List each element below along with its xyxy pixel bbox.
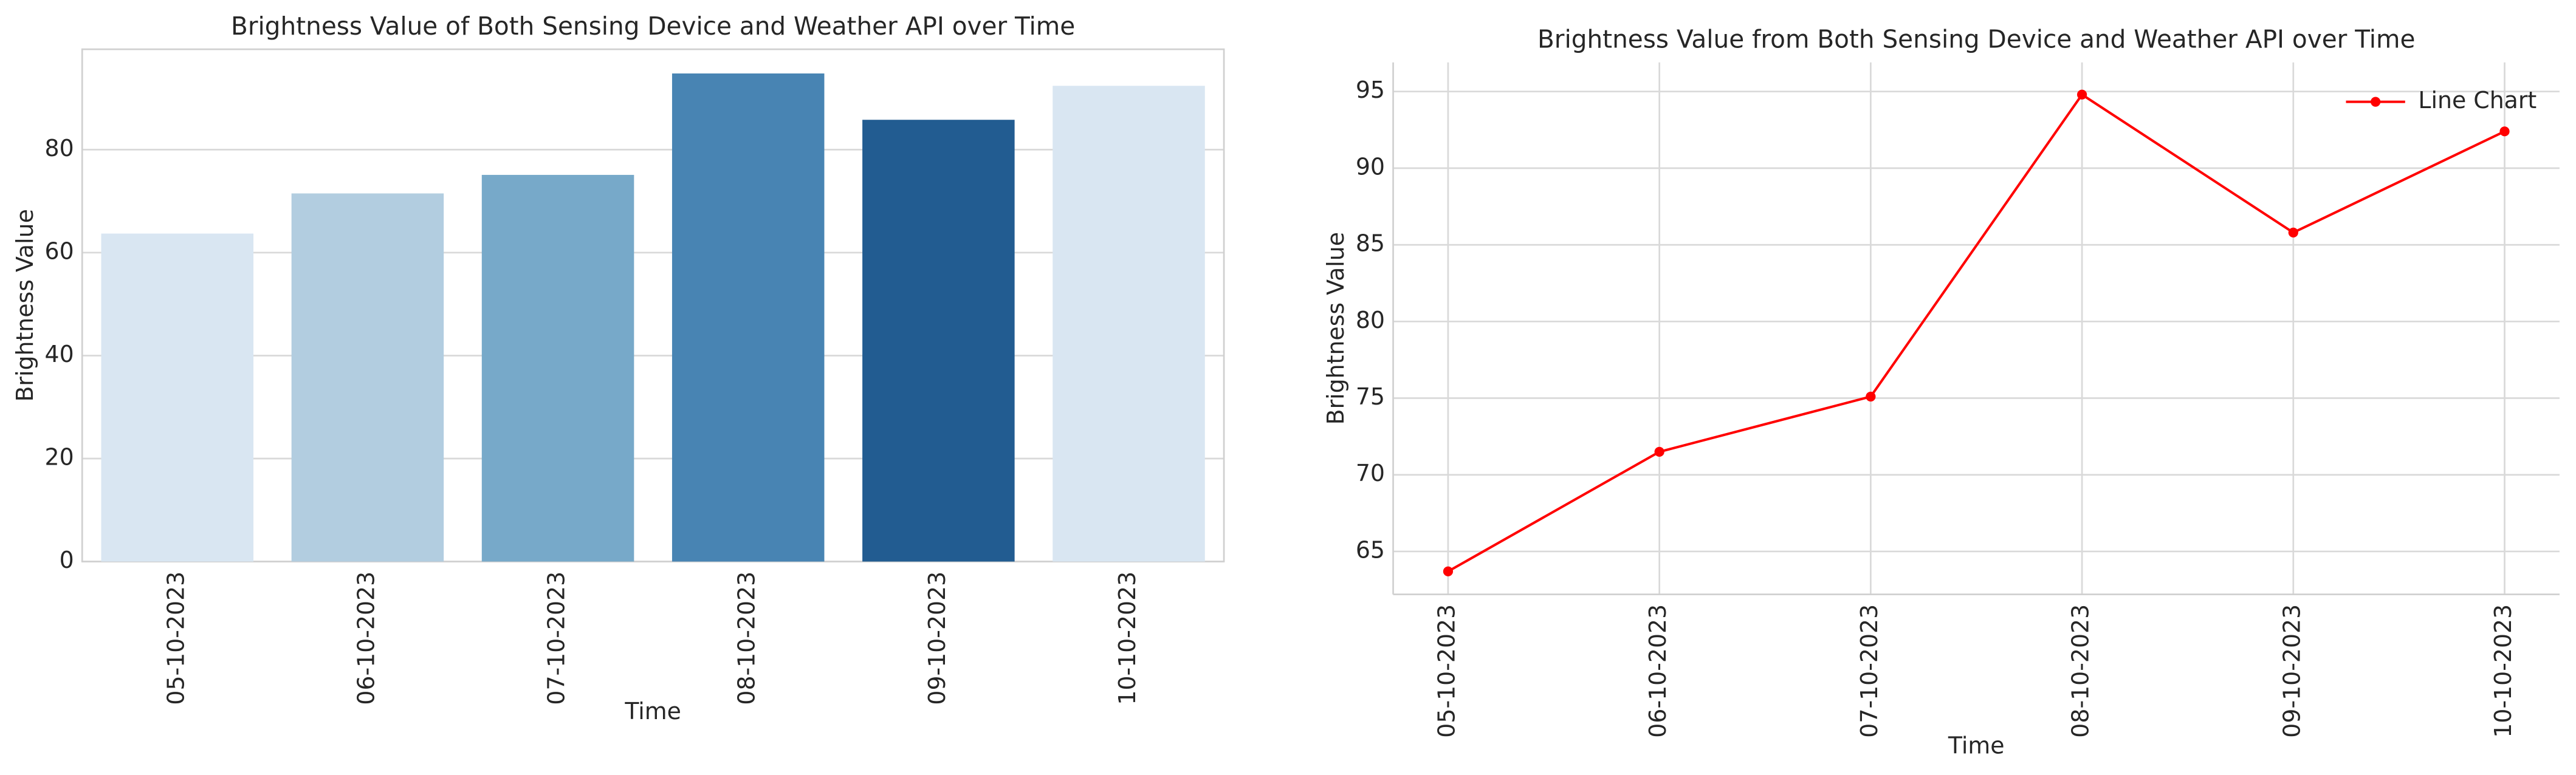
legend-label: Line Chart — [2418, 87, 2537, 114]
y-tick-label: 70 — [1356, 460, 1385, 487]
x-tick-label: 06-10-2023 — [352, 572, 379, 705]
point — [1443, 566, 1454, 576]
bar — [481, 174, 634, 562]
x-tick-label: 06-10-2023 — [1644, 604, 1671, 738]
y-tick-label: 95 — [1356, 77, 1385, 103]
x-tick-label: 05-10-2023 — [162, 572, 189, 705]
y-axis-label: Brightness Value — [12, 209, 38, 401]
y-tick-label: 90 — [1356, 153, 1385, 180]
line — [1447, 92, 2506, 573]
x-tick-label: 09-10-2023 — [924, 572, 950, 705]
point — [2288, 227, 2298, 238]
chart-title: Brightness Value of Both Sensing Device … — [231, 12, 1075, 41]
point — [2076, 89, 2087, 100]
point — [1654, 446, 1664, 457]
x-tick-label: 05-10-2023 — [1433, 604, 1460, 738]
axes-frame — [81, 48, 1225, 562]
y-tick-label: 80 — [1356, 307, 1385, 333]
y-tick-label: 75 — [1356, 383, 1385, 410]
x-tick-label: 10-10-2023 — [2490, 604, 2516, 738]
y-tick-label: 85 — [1356, 230, 1385, 257]
bar — [1053, 86, 1205, 562]
y-tick-label: 65 — [1356, 536, 1385, 563]
bar — [671, 73, 825, 562]
y-tick-label: 20 — [45, 444, 74, 471]
x-axis-label: Time — [1948, 732, 2005, 759]
x-tick-label: 10-10-2023 — [1114, 572, 1141, 705]
bar — [101, 233, 254, 562]
legend-marker — [2371, 97, 2381, 107]
x-tick-label: 07-10-2023 — [543, 572, 570, 705]
x-axis-label: Time — [624, 698, 681, 725]
x-tick-label: 07-10-2023 — [1856, 604, 1883, 738]
bar — [291, 193, 444, 562]
x-tick-label: 09-10-2023 — [2278, 604, 2305, 738]
y-tick-label: 60 — [45, 237, 74, 264]
y-axis-label: Brightness Value — [1322, 232, 1349, 425]
x-tick-label: 08-10-2023 — [2067, 604, 2094, 738]
y-tick-label: 0 — [60, 547, 74, 573]
bar — [862, 120, 1015, 562]
y-tick-label: 40 — [45, 341, 74, 367]
point — [1866, 391, 1876, 402]
chart-title: Brightness Value from Both Sensing Devic… — [1537, 25, 2415, 54]
point — [2499, 126, 2510, 137]
y-tick-label: 80 — [45, 135, 74, 162]
x-tick-label: 08-10-2023 — [733, 572, 760, 705]
